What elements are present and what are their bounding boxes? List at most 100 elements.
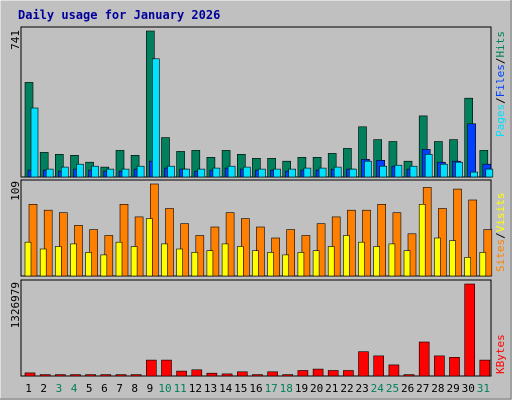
legend-sites: Sites: [494, 239, 507, 272]
x-tick-31: 31: [477, 382, 490, 395]
bar-pages-11: [182, 168, 190, 178]
chart-title: Daily usage for January 2026: [18, 8, 220, 22]
bar-visits-4: [70, 243, 77, 277]
x-tick-6: 6: [101, 382, 108, 395]
bar-visits-24: [373, 246, 381, 277]
x-tick-9: 9: [147, 382, 154, 395]
bar-pages-6: [106, 168, 115, 178]
legend-separator: /: [494, 97, 507, 104]
bar-visits-10: [161, 243, 168, 277]
x-tick-labels: 1 2 3 4 5 6 7 8 9 10 11 12 13 14 15 16 17 18 19 20 21 22 23 24 2…: [25, 382, 490, 395]
legend-0: Pages/Files/Hits: [494, 31, 507, 137]
legend-1: Sites/Visits: [494, 193, 507, 273]
bar-kbytes-22: [343, 370, 354, 377]
bar-kbytes-9: [146, 359, 157, 377]
legend-kbytes: KBytes: [494, 334, 507, 374]
bar-visits-15: [237, 246, 244, 277]
x-tick-19: 19: [295, 382, 308, 395]
bar-pages-27: [424, 154, 433, 178]
bar-kbytes-30: [464, 283, 476, 377]
bar-pages-21: [333, 166, 342, 178]
bar-pages-15: [243, 166, 251, 178]
bar-visits-9: [146, 218, 153, 277]
bar-pages-3: [60, 166, 69, 178]
bar-kbytes-3: [54, 374, 66, 377]
bar-kbytes-14: [221, 373, 233, 377]
bar-kbytes-20: [312, 368, 324, 377]
bar-kbytes-8: [130, 374, 142, 377]
y-max-labels: 741 109 1326979: [9, 30, 22, 328]
bar-kbytes-28: [434, 355, 445, 377]
x-tick-28: 28: [431, 382, 444, 395]
bar-sites-30: [468, 199, 478, 277]
legend-files: Files: [494, 64, 507, 97]
bar-kbytes-19: [297, 370, 309, 377]
bar-pages-1: [30, 107, 39, 178]
bar-pages-5: [91, 165, 99, 178]
x-tick-13: 13: [204, 382, 217, 395]
bar-visits-22: [343, 235, 350, 277]
x-tick-10: 10: [158, 382, 171, 395]
bar-kbytes-21: [327, 370, 339, 377]
bar-kbytes-26: [403, 374, 415, 377]
bar-visits-8: [130, 246, 138, 277]
bar-visits-16: [252, 250, 259, 277]
bar-pages-2: [45, 168, 54, 178]
bar-kbytes-15: [237, 371, 248, 377]
bar-visits-14: [221, 243, 229, 277]
bar-pages-13: [212, 167, 221, 178]
panels: [20, 26, 492, 377]
bar-pages-7: [121, 168, 130, 178]
x-tick-21: 21: [325, 382, 338, 395]
bar-visits-7: [115, 241, 123, 277]
bar-kbytes-24: [373, 355, 385, 377]
bar-kbytes-4: [70, 374, 81, 377]
bar-kbytes-13: [206, 372, 218, 377]
bar-pages-12: [197, 168, 206, 178]
x-tick-12: 12: [189, 382, 202, 395]
bar-visits-1: [24, 241, 32, 277]
x-tick-17: 17: [265, 382, 278, 395]
panel-bg-0: [20, 26, 492, 178]
x-tick-2: 2: [40, 382, 47, 395]
bar-visits-28: [434, 237, 441, 277]
x-tick-20: 20: [310, 382, 323, 395]
bar-pages-29: [455, 161, 463, 178]
x-tick-3: 3: [56, 382, 63, 395]
bar-kbytes-2: [39, 374, 51, 377]
bar-pages-23: [364, 160, 372, 178]
bar-sites-24: [377, 204, 387, 277]
x-tick-27: 27: [416, 382, 429, 395]
bar-kbytes-29: [449, 356, 460, 377]
bar-kbytes-31: [479, 359, 491, 377]
legend-visits: Visits: [494, 193, 507, 233]
legend-pages: Pages: [494, 104, 507, 137]
bar-pages-19: [303, 167, 312, 178]
bar-pages-28: [440, 163, 448, 178]
legend-separator: /: [494, 58, 507, 65]
bar-pages-22: [349, 168, 357, 178]
bar-kbytes-1: [24, 372, 36, 377]
bar-kbytes-7: [115, 374, 127, 377]
bar-visits-6: [100, 254, 108, 277]
bar-sites-1: [28, 204, 38, 277]
ymax-label-sites: 109: [9, 181, 22, 201]
bar-visits-21: [327, 246, 335, 277]
bar-pages-25: [394, 164, 403, 178]
bar-kbytes-16: [252, 374, 263, 377]
bar-sites-10: [165, 208, 174, 277]
x-tick-18: 18: [280, 382, 293, 395]
bar-kbytes-27: [418, 341, 430, 377]
bar-pages-10: [167, 165, 175, 178]
bar-sites-18: [286, 229, 296, 277]
bar-kbytes-17: [267, 371, 278, 377]
panel-bg-2: [20, 279, 492, 377]
bar-pages-8: [136, 165, 145, 178]
x-tick-23: 23: [355, 382, 368, 395]
bar-kbytes-6: [100, 374, 112, 377]
bar-visits-13: [206, 250, 214, 277]
bar-pages-30: [470, 171, 479, 178]
bar-kbytes-11: [176, 370, 187, 377]
